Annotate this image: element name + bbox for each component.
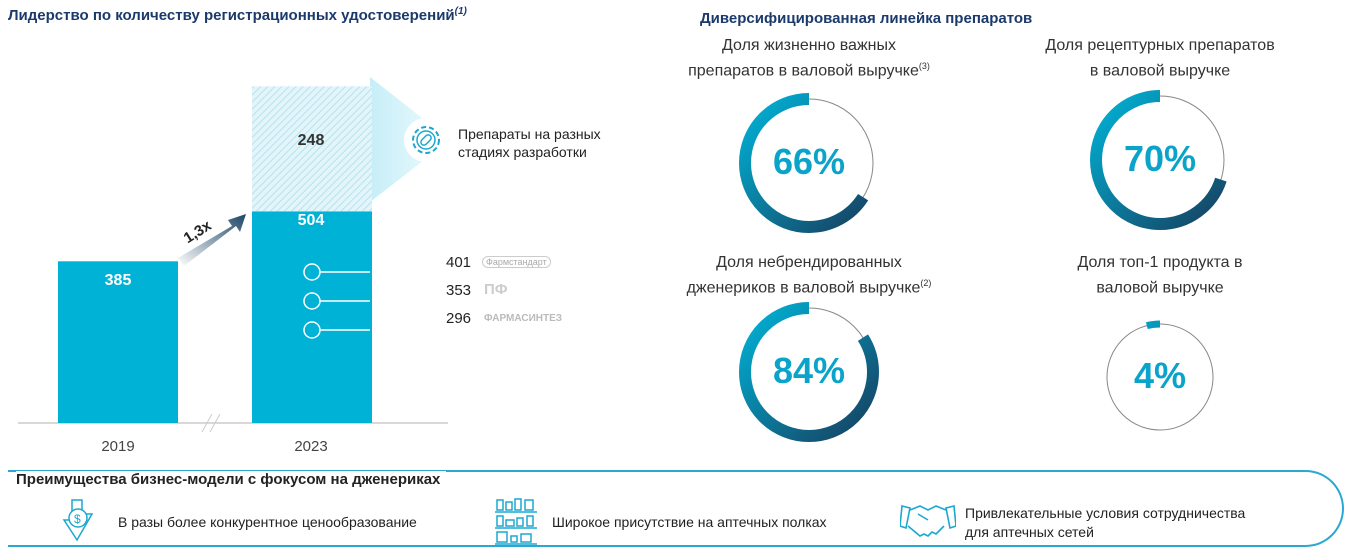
advantage-text-line: для аптечных сетей — [965, 524, 1094, 540]
advantage-text: Широкое присутствие на аптечных полках — [552, 514, 827, 530]
competitor-value: 296 — [446, 310, 472, 327]
donut-value: 84% — [772, 350, 846, 391]
competitor-markers — [303, 263, 476, 339]
footnote: (1) — [454, 6, 467, 17]
advantages-title: Преимущества бизнес-модели с фокусом на … — [16, 471, 447, 488]
advantage-text-line: Привлекательные условия сотрудничества — [965, 505, 1246, 521]
pipeline-bar — [252, 86, 372, 212]
price-down-icon: $ — [62, 498, 98, 542]
donut-value: 66% — [772, 141, 846, 182]
donut-label-line: в валовой выручке — [1000, 56, 1320, 81]
registrations-title: Лидерство по количеству регистрационных … — [8, 6, 467, 24]
competitor-logo: ФАРМАСИНТЕЗ — [484, 313, 563, 324]
donut-arc — [739, 302, 879, 442]
pipeline-label-line: стадиях разработки — [458, 144, 587, 160]
competitor-value: 401 — [446, 254, 472, 271]
donut-label-line: Доля небрендированных — [716, 254, 902, 271]
pipeline-bar-label: 248 — [297, 132, 325, 149]
donut-label-line: Доля рецептурных препаратов — [1045, 37, 1275, 54]
donut-label-line: препаратов в валовой выручке(3) — [649, 56, 969, 81]
title-text: Лидерство по количеству регистрационных … — [8, 7, 455, 24]
donut-arc — [1103, 320, 1217, 434]
donut-label: Доля топ-1 продукта в валовой выручке — [1000, 252, 1320, 298]
pharmacy-shelves-icon — [493, 496, 543, 546]
donut-arc — [739, 93, 879, 233]
donut-value: 70% — [1123, 138, 1197, 179]
donut-arc — [1090, 90, 1230, 230]
donut-label-text: в валовой выручке — [1089, 62, 1231, 80]
advantage-text: В разы более конкурентное ценообразовани… — [118, 514, 417, 530]
competitor-logo: ПФ — [484, 281, 508, 298]
gear-pill-icon — [404, 118, 448, 162]
bar-2019 — [58, 261, 178, 423]
axis-break — [209, 413, 221, 433]
donut-label-line: дженериков в валовой выручке(2) — [649, 273, 969, 298]
donut-label-text: дженериков в валовой выручке — [686, 279, 921, 297]
donut-value: 4% — [1133, 355, 1187, 396]
bar-chart: 1,3x — [18, 77, 476, 433]
donut-label: Доля рецептурных препаратов в валовой выр… — [1000, 35, 1320, 81]
portfolio-title: Диверсифицированная линейка препаратов — [700, 10, 1033, 27]
competitor-value: 353 — [446, 282, 472, 299]
handshake-icon — [899, 500, 957, 540]
advantages-panel — [8, 470, 1344, 547]
donut-label-text: валовой выручке — [1096, 279, 1224, 297]
growth-arrow — [178, 214, 246, 266]
pipeline-label: Препараты на разных стадиях разработки — [458, 125, 601, 161]
x-tick-2019: 2019 — [101, 438, 135, 455]
axis-break — [201, 413, 213, 433]
advantage-text: Привлекательные условия сотрудничества дл… — [965, 504, 1245, 542]
donut-label-text: препаратов в валовой выручке — [688, 62, 919, 80]
donut-label-line: валовой выручке — [1000, 273, 1320, 298]
competitor-logo: Фармстандарт — [482, 256, 551, 268]
donut-label-line: Доля жизненно важных — [722, 37, 896, 54]
footnote: (3) — [918, 61, 930, 71]
footnote: (2) — [920, 278, 932, 288]
x-tick-2023: 2023 — [294, 438, 328, 455]
donut-label: Доля небрендированных дженериков в валово… — [649, 252, 969, 298]
pipeline-label-line: Препараты на разных — [458, 126, 601, 142]
svg-text:$: $ — [74, 512, 81, 526]
bar-2023 — [252, 211, 372, 423]
donut-label: Доля жизненно важных препаратов в валовой… — [649, 35, 969, 81]
donut-charts — [739, 90, 1230, 442]
bar-2023-label: 504 — [297, 212, 325, 229]
donut-label-line: Доля топ-1 продукта в — [1077, 254, 1243, 271]
bar-2019-label: 385 — [104, 272, 132, 289]
